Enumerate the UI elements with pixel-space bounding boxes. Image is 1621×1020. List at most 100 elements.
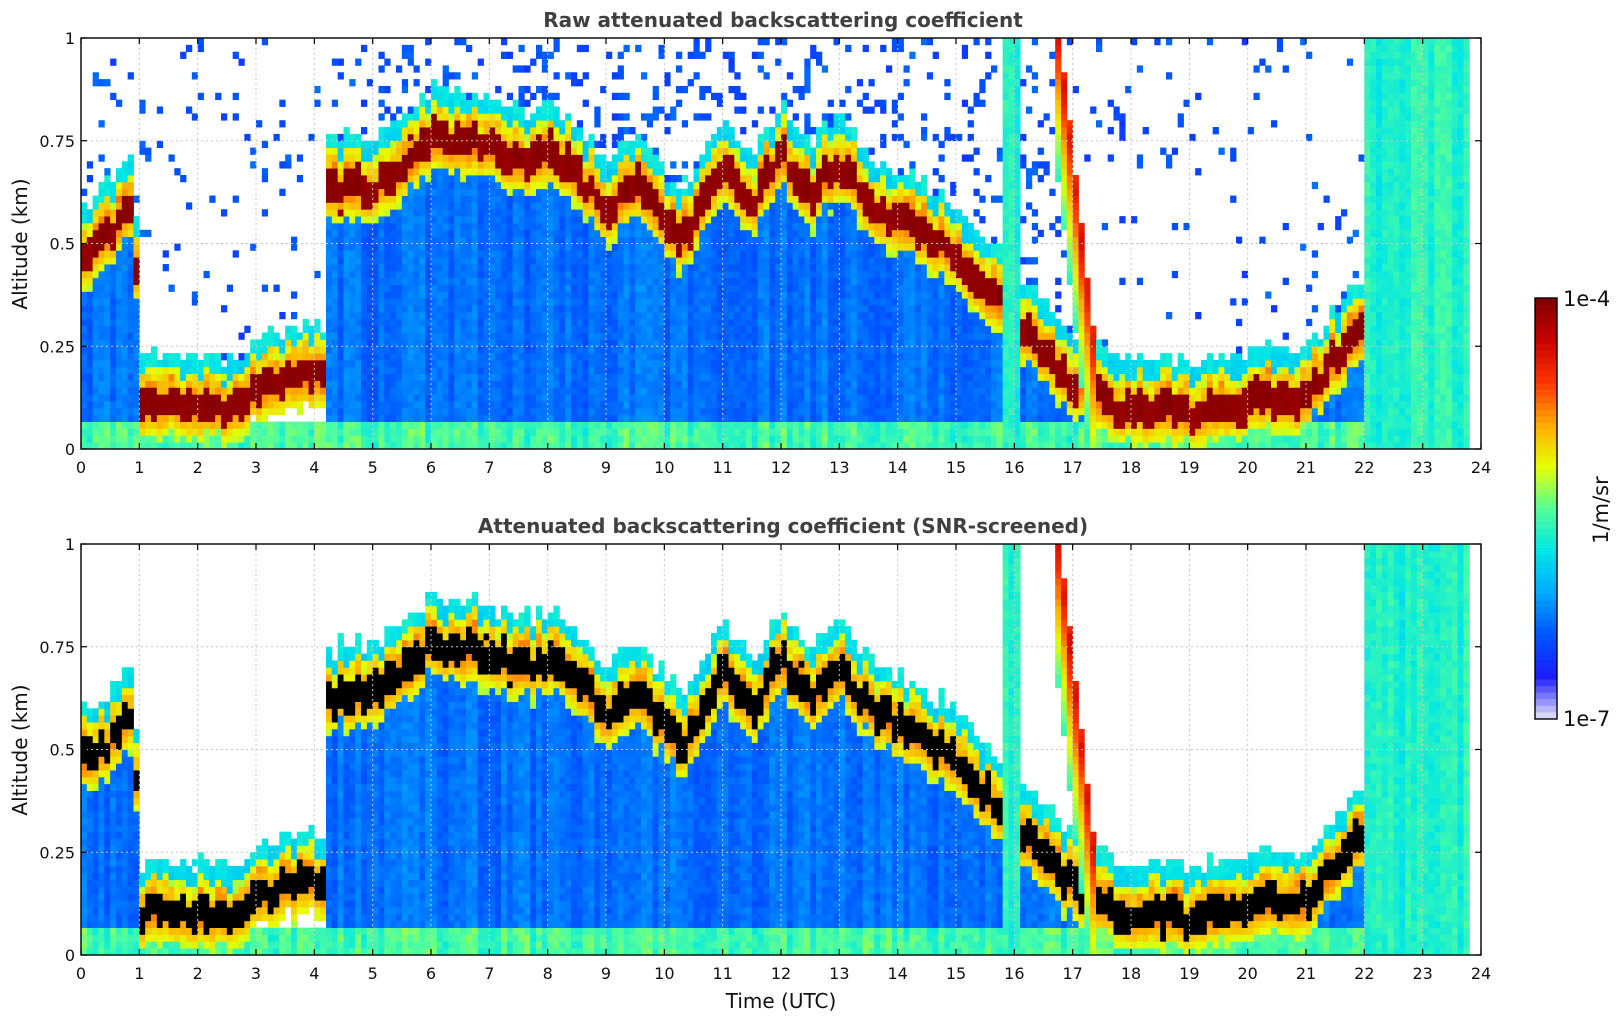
heatmap-cell (694, 367, 700, 374)
heatmap-cell (729, 250, 735, 257)
heatmap-cell (495, 278, 501, 285)
heatmap-cell (460, 374, 466, 381)
heatmap-cell (134, 374, 140, 381)
heatmap-cell (361, 401, 367, 408)
heatmap-cell (583, 333, 589, 340)
heatmap-cell (495, 367, 501, 374)
heatmap-cell (81, 374, 87, 381)
heatmap-cell (536, 298, 542, 305)
heatmap-cell (682, 422, 688, 429)
heatmap-cell (484, 374, 490, 381)
heatmap-cell (787, 182, 793, 189)
heatmap-cell (379, 422, 385, 429)
heatmap-cell (793, 360, 799, 367)
heatmap-cell (723, 237, 729, 244)
heatmap-cell (472, 360, 478, 367)
heatmap-cell (729, 182, 735, 189)
heatmap-cell (128, 408, 134, 415)
heatmap-cell (740, 230, 746, 237)
heatmap-cell (209, 408, 215, 415)
heatmap-cell (233, 113, 239, 120)
heatmap-cell (653, 250, 659, 257)
heatmap-cell (344, 298, 350, 305)
heatmap-cell (618, 381, 624, 388)
heatmap-cell (705, 333, 711, 340)
heatmap-cell (635, 381, 641, 388)
heatmap-cell (519, 257, 525, 264)
heatmap-cell (647, 223, 653, 230)
heatmap-cell (530, 141, 536, 148)
heatmap-cell (116, 353, 122, 360)
heatmap-cell (769, 360, 775, 367)
heatmap-cell (414, 141, 420, 148)
heatmap-cell (454, 189, 460, 196)
heatmap-cell (314, 333, 320, 340)
heatmap-cell (769, 422, 775, 429)
heatmap-cell (489, 230, 495, 237)
heatmap-cell (740, 154, 746, 161)
heatmap-cell (373, 346, 379, 353)
heatmap-cell (752, 339, 758, 346)
heatmap-cell (104, 196, 110, 203)
heatmap-cell (338, 189, 344, 196)
heatmap-cell (705, 422, 711, 429)
heatmap-cell (513, 305, 519, 312)
heatmap-cell (495, 223, 501, 230)
heatmap-cell (495, 326, 501, 333)
heatmap-cell (734, 141, 740, 148)
heatmap-cell (478, 182, 484, 189)
heatmap-cell (110, 209, 116, 216)
heatmap-cell (664, 244, 670, 251)
heatmap-cell (425, 161, 431, 168)
heatmap-cell (729, 374, 735, 381)
heatmap-cell (326, 257, 332, 264)
heatmap-cell (221, 353, 227, 360)
heatmap-cell (437, 312, 443, 319)
heatmap-cell (752, 271, 758, 278)
heatmap-cell (781, 339, 787, 346)
heatmap-cell (559, 360, 565, 367)
heatmap-cell (734, 381, 740, 388)
heatmap-cell (548, 244, 554, 251)
heatmap-cell (734, 148, 740, 155)
heatmap-cell (192, 401, 198, 408)
heatmap-cell (676, 271, 682, 278)
heatmap-cell (524, 168, 530, 175)
heatmap-cell (145, 154, 151, 161)
heatmap-cell (408, 154, 414, 161)
heatmap-cell (717, 168, 723, 175)
heatmap-cell (775, 154, 781, 161)
heatmap-cell (99, 394, 105, 401)
heatmap-cell (425, 353, 431, 360)
heatmap-cell (734, 387, 740, 394)
heatmap-cell (600, 86, 606, 93)
heatmap-cell (192, 428, 198, 435)
heatmap-cell (676, 353, 682, 360)
heatmap-cell (565, 223, 571, 230)
heatmap-cell (157, 401, 163, 408)
heatmap-cell (559, 339, 565, 346)
heatmap-cell (437, 196, 443, 203)
heatmap-cell (507, 134, 513, 141)
heatmap-cell (373, 435, 379, 442)
heatmap-cell (501, 278, 507, 285)
heatmap-cell (775, 298, 781, 305)
heatmap-cell (542, 374, 548, 381)
heatmap-cell (664, 428, 670, 435)
heatmap-cell (110, 196, 116, 203)
heatmap-cell (565, 141, 571, 148)
heatmap-cell (787, 168, 793, 175)
heatmap-cell (425, 244, 431, 251)
heatmap-cell (542, 175, 548, 182)
heatmap-cell (414, 148, 420, 155)
heatmap-cell (513, 326, 519, 333)
heatmap-cell (612, 305, 618, 312)
heatmap-cell (484, 312, 490, 319)
heatmap-cell (134, 305, 140, 312)
heatmap-cell (361, 285, 367, 292)
heatmap-cell (612, 244, 618, 251)
heatmap-cell (332, 346, 338, 353)
heatmap-cell (279, 428, 285, 435)
heatmap-cell (466, 113, 472, 120)
heatmap-cell (542, 230, 548, 237)
